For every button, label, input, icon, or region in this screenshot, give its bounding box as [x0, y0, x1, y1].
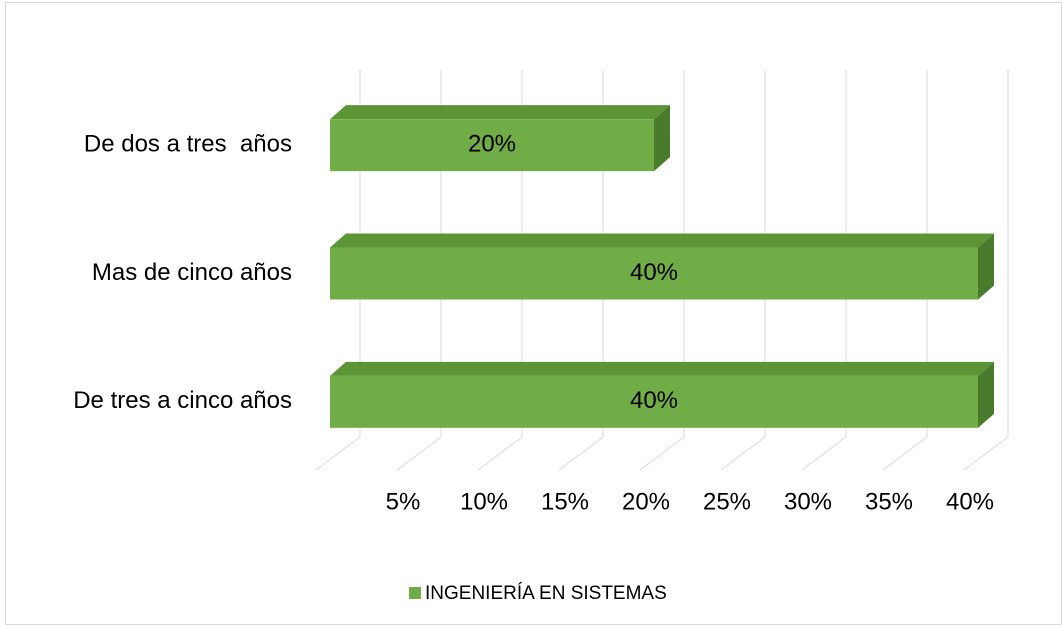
- y-tick-label: Mas de cinco años: [92, 259, 292, 286]
- grid-line: [963, 70, 1009, 471]
- grid-line: [882, 70, 928, 471]
- chart-border: [5, 2, 1062, 625]
- x-tick-label: 25%: [703, 488, 751, 515]
- bar: [330, 247, 978, 300]
- grid-line: [477, 70, 523, 471]
- data-label: 40%: [630, 259, 678, 286]
- y-tick-label: De dos a tres años: [84, 131, 292, 158]
- grid-line: [720, 70, 766, 471]
- grid-line: [558, 70, 604, 471]
- x-tick-label: 20%: [622, 488, 670, 515]
- x-tick-label: 10%: [460, 488, 508, 515]
- x-tick-label: 5%: [386, 488, 421, 515]
- grid-line: [639, 70, 685, 471]
- x-tick-label: 40%: [946, 488, 994, 515]
- bar-side: [654, 105, 670, 172]
- x-tick-label: 35%: [865, 488, 913, 515]
- bar: [330, 375, 978, 428]
- axis-line: [315, 70, 361, 471]
- legend-label: INGENIERÍA EN SISTEMAS: [425, 583, 667, 604]
- legend-swatch: [409, 587, 421, 599]
- bar-top: [330, 361, 994, 376]
- y-tick-label: De tres a cinco años: [73, 387, 292, 414]
- bar-top: [330, 105, 670, 120]
- bar-side: [978, 361, 994, 428]
- bar: [330, 119, 654, 172]
- x-tick-label: 30%: [784, 488, 832, 515]
- data-label: 40%: [630, 387, 678, 414]
- data-label: 20%: [468, 131, 516, 158]
- grid-line: [396, 70, 442, 471]
- grid-line: [801, 70, 847, 471]
- bar-side: [978, 233, 994, 300]
- x-tick-label: 15%: [541, 488, 589, 515]
- bar-top: [330, 233, 994, 248]
